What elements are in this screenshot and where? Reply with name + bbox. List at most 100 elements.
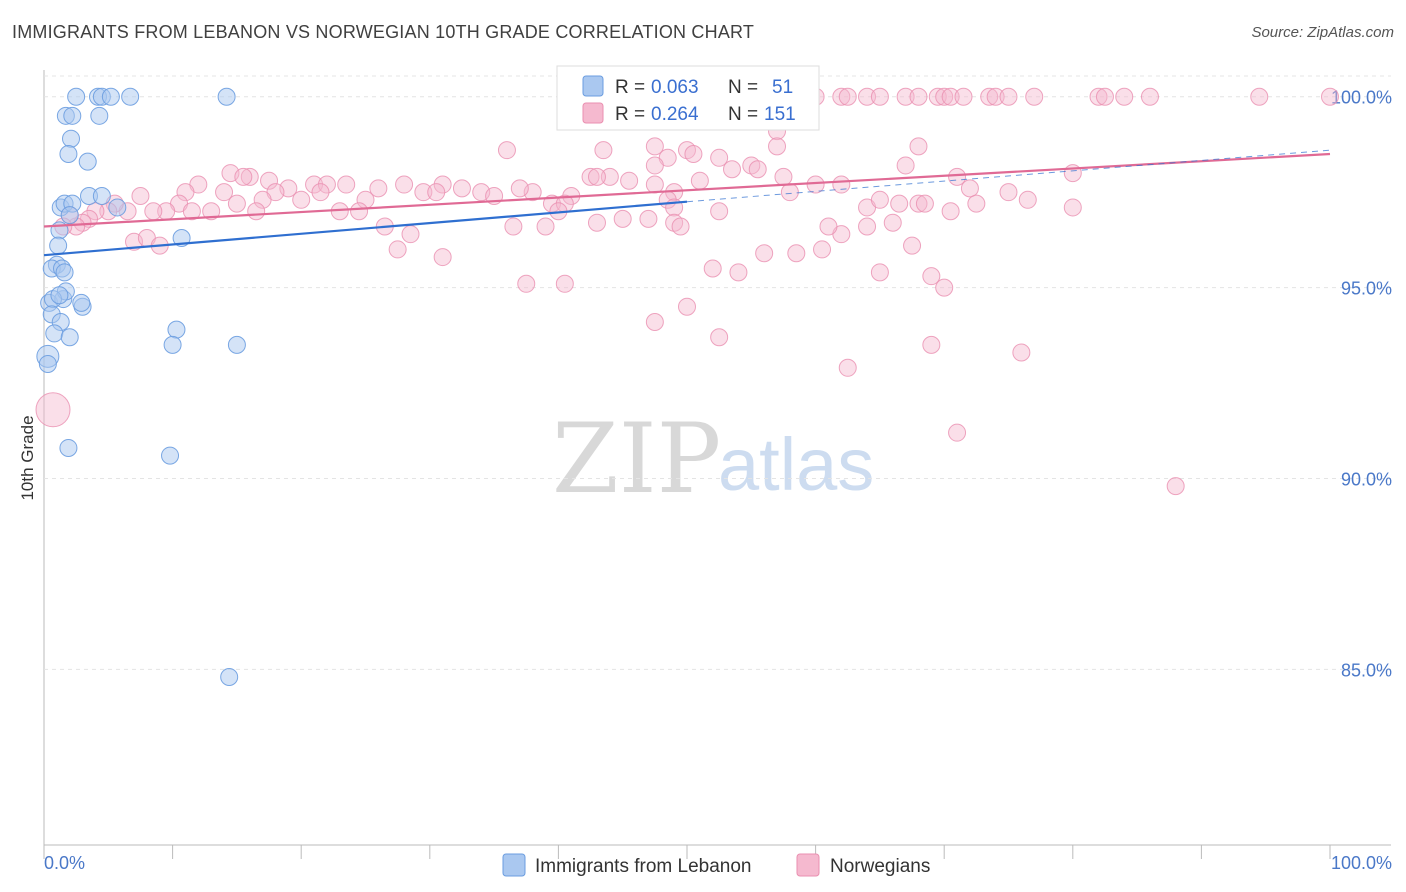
norway-point [935,87,954,106]
lebanon-point [59,144,78,163]
lebanon-point [161,446,180,465]
lebanon-point [90,106,109,125]
lebanon-point [63,106,82,125]
norway-point [247,202,266,221]
norway-point [414,183,433,202]
norway-point [1012,343,1031,362]
norway-point [813,240,832,259]
norway-point [787,244,806,263]
lebanon-n-value: 51 [772,77,793,98]
norway-point [388,240,407,259]
norway-point [227,194,246,213]
norway-point [452,179,471,198]
norway-n-label: N = [728,104,758,125]
norway-point [131,186,150,205]
watermark-atlas: atlas [718,423,874,506]
lebanon-n-label: N = [728,77,758,98]
norway-point [639,209,658,228]
norway-point [536,217,555,236]
norway-point [1115,87,1134,106]
norway-point [1166,477,1185,496]
lebanon-point [121,87,140,106]
norway-point [980,87,999,106]
lebanon-point [101,87,120,106]
norway-point [620,171,639,190]
norway-point [723,160,742,179]
lebanon-point [172,228,191,247]
norway-point [935,278,954,297]
norway-point [427,183,446,202]
y-tick-label: 85.0% [1341,660,1392,680]
norway-point [703,259,722,278]
norway-point [710,148,729,167]
norway-point [838,358,857,377]
lebanon-point [45,324,64,343]
lebanon-r-value: 0.063 [651,77,699,98]
norway-point [928,87,947,106]
norway-point [433,248,452,267]
norway-point [870,263,889,282]
norway-point [517,274,536,293]
norway-point [941,87,960,106]
norway-point [1250,87,1269,106]
norway-point [986,87,1005,106]
norway-point [915,194,934,213]
lebanon-trend-extension [686,149,1331,203]
norway-point [645,312,664,331]
norway-point [954,87,973,106]
norway-point [671,217,690,236]
norway-point [909,87,928,106]
norway-point [645,156,664,175]
norway-point [858,217,877,236]
norway-point [337,175,356,194]
lebanon-point [55,263,74,282]
lebanon-swatch [582,75,604,97]
norway-point [1018,190,1037,209]
norway-point [774,167,793,186]
norway-point [684,144,703,163]
norway-point [922,267,941,286]
norway-n-value: 151 [764,104,796,125]
norway-point [401,225,420,244]
norway-point [253,190,272,209]
lebanon-point [78,152,97,171]
norway-point [600,167,619,186]
norway-point [305,175,324,194]
lebanon-point [108,198,127,217]
norway-point [710,202,729,221]
y-tick-labels: 85.0% 90.0% 95.0% 100.0% [1331,88,1392,681]
norway-point [433,175,452,194]
norway-r-value: 0.264 [651,104,699,125]
watermark: ZIP atlas [552,403,874,515]
norway-point [202,202,221,221]
norway-point [613,209,632,228]
norway-point [896,156,915,175]
lebanon-point [60,206,79,225]
norway-point [819,217,838,236]
norway-point [832,87,851,106]
norway-point [182,202,201,221]
norway-point [903,236,922,255]
watermark-zip: ZIP [552,403,721,515]
lebanon-point [92,186,111,205]
norway-point [1321,87,1339,106]
norway-point [234,167,253,186]
lebanon-point [67,87,86,106]
norway-point [581,167,600,186]
legend-norway-swatch [796,853,820,877]
lebanon-r-label: R = [615,77,645,98]
norway-point [999,183,1018,202]
norway-point [870,87,889,106]
norway-point [350,202,369,221]
norway-point [909,137,928,156]
trend-lines [43,149,1331,257]
norway-trend-line [43,152,1331,228]
norway-point [999,87,1018,106]
lebanon-point [167,320,186,339]
norway-point [960,179,979,198]
norway-point [870,190,889,209]
norway-point [890,194,909,213]
norway-point [587,167,606,186]
norway-point [948,167,967,186]
norway-point [838,87,857,106]
